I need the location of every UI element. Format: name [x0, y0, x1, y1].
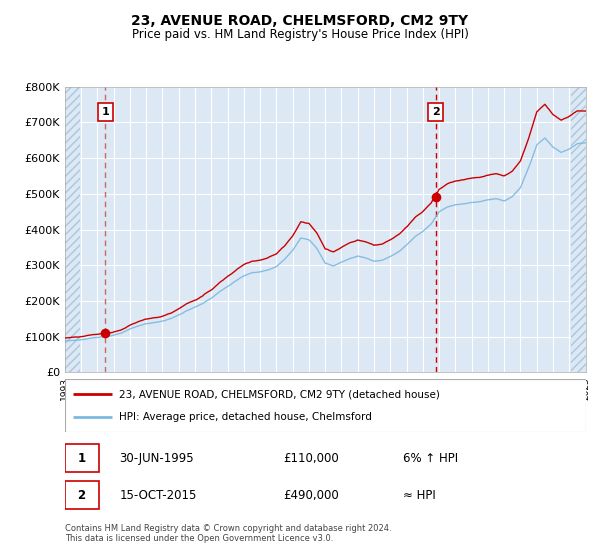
Text: 23, AVENUE ROAD, CHELMSFORD, CM2 9TY (detached house): 23, AVENUE ROAD, CHELMSFORD, CM2 9TY (de… [119, 389, 440, 399]
Text: 15-OCT-2015: 15-OCT-2015 [119, 489, 197, 502]
Bar [65, 87, 80, 372]
Bar [571, 87, 586, 372]
Text: Contains HM Land Registry data © Crown copyright and database right 2024.
This d: Contains HM Land Registry data © Crown c… [65, 524, 391, 543]
Text: 23, AVENUE ROAD, CHELMSFORD, CM2 9TY: 23, AVENUE ROAD, CHELMSFORD, CM2 9TY [131, 14, 469, 28]
Text: 2: 2 [77, 489, 86, 502]
Text: 1: 1 [101, 107, 109, 117]
Text: £490,000: £490,000 [284, 489, 339, 502]
Bar [65, 444, 98, 472]
Text: HPI: Average price, detached house, Chelmsford: HPI: Average price, detached house, Chel… [119, 412, 373, 422]
Text: ≈ HPI: ≈ HPI [403, 489, 436, 502]
Text: 2: 2 [432, 107, 440, 117]
Text: 30-JUN-1995: 30-JUN-1995 [119, 451, 194, 465]
Bar [65, 481, 98, 509]
Text: 1: 1 [77, 451, 86, 465]
Text: 6% ↑ HPI: 6% ↑ HPI [403, 451, 458, 465]
Text: £110,000: £110,000 [284, 451, 339, 465]
Text: Price paid vs. HM Land Registry's House Price Index (HPI): Price paid vs. HM Land Registry's House … [131, 28, 469, 41]
